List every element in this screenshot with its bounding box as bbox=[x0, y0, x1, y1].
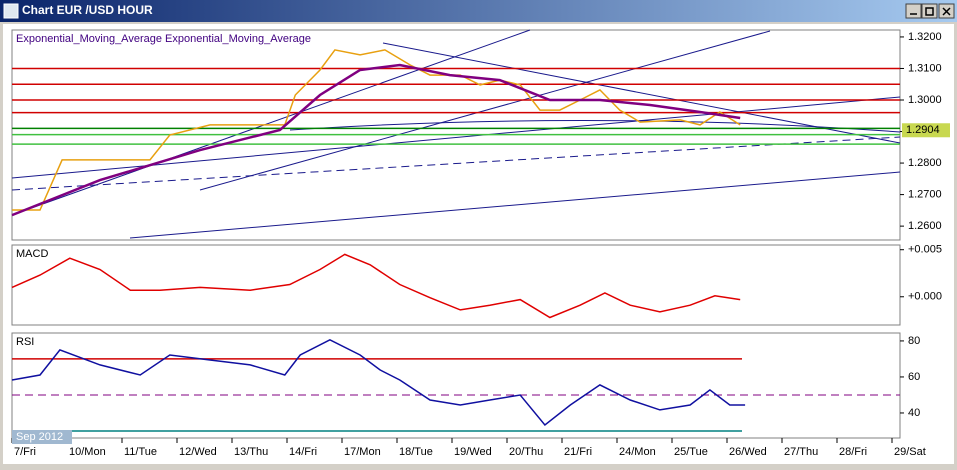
title-bar bbox=[0, 0, 957, 22]
x-tick-label: 27/Thu bbox=[784, 446, 818, 458]
x-tick-label: 13/Thu bbox=[234, 446, 268, 458]
rsi-panel bbox=[11, 332, 901, 439]
y-tick-label: 1.3200 bbox=[908, 31, 942, 43]
y-tick-label: 1.3000 bbox=[908, 94, 942, 106]
y-tick-label: +0.000 bbox=[908, 291, 942, 303]
y-tick-label: 1.2600 bbox=[908, 220, 942, 232]
x-tick-label: 21/Fri bbox=[564, 446, 592, 458]
window-icon bbox=[3, 3, 19, 19]
x-tick-label: 24/Mon bbox=[619, 446, 656, 458]
x-tick-label: 11/Tue bbox=[124, 446, 157, 458]
minimize-button[interactable] bbox=[905, 3, 922, 19]
x-tick-label: 7/Fri bbox=[14, 446, 36, 458]
x-tick-label: 20/Thu bbox=[509, 446, 543, 458]
panel-title: MACD bbox=[16, 248, 48, 260]
series-line bbox=[11, 63, 741, 217]
y-tick-label: 1.2800 bbox=[908, 157, 942, 169]
maximize-button[interactable] bbox=[921, 3, 938, 19]
last-value-label: 1.2904 bbox=[906, 124, 940, 136]
period-label: Sep 2012 bbox=[16, 431, 63, 443]
window-title: Chart EUR /USD HOUR bbox=[22, 3, 153, 17]
panel-title: RSI bbox=[16, 336, 34, 348]
plots: Exponential_Moving_Average Exponential_M… bbox=[11, 31, 950, 458]
y-tick-label: +0.005 bbox=[908, 244, 942, 256]
y-tick-label: 1.3100 bbox=[908, 62, 942, 74]
series-line bbox=[11, 253, 741, 319]
series-line bbox=[11, 338, 746, 427]
x-tick-label: 29/Sat bbox=[894, 446, 926, 458]
last-value-box bbox=[902, 123, 950, 138]
x-tick-label: 28/Fri bbox=[839, 446, 867, 458]
x-tick-label: 26/Wed bbox=[729, 446, 767, 458]
y-tick-label: 60 bbox=[908, 371, 920, 383]
y-tick-label: 80 bbox=[908, 335, 920, 347]
x-tick-label: 17/Mon bbox=[344, 446, 381, 458]
x-tick-label: 25/Tue bbox=[674, 446, 708, 458]
y-tick-label: 1.2700 bbox=[908, 189, 942, 201]
x-tick-label: 12/Wed bbox=[179, 446, 217, 458]
y-tick-label: 40 bbox=[908, 407, 920, 419]
panel-title: Exponential_Moving_Average Exponential_M… bbox=[16, 33, 311, 45]
x-tick-label: 10/Mon bbox=[69, 446, 106, 458]
window-buttons[interactable] bbox=[905, 3, 955, 19]
x-tick-label: 18/Tue bbox=[399, 446, 433, 458]
x-tick-label: 19/Wed bbox=[454, 446, 492, 458]
trend-lines bbox=[11, 29, 901, 239]
x-tick-label: 14/Fri bbox=[289, 446, 317, 458]
period-box bbox=[12, 430, 72, 444]
macd-panel bbox=[11, 244, 901, 326]
